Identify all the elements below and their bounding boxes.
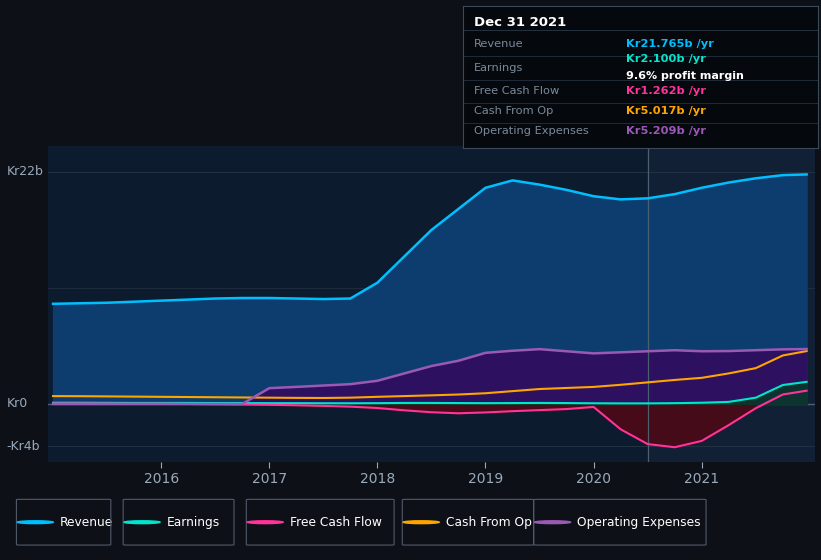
Text: Kr22b: Kr22b <box>7 165 44 179</box>
Text: Cash From Op: Cash From Op <box>446 516 532 529</box>
Text: Kr0: Kr0 <box>7 398 28 410</box>
Text: Revenue: Revenue <box>60 516 113 529</box>
Text: Earnings: Earnings <box>474 63 523 73</box>
Circle shape <box>17 521 53 524</box>
Circle shape <box>247 521 283 524</box>
Text: Free Cash Flow: Free Cash Flow <box>290 516 382 529</box>
Circle shape <box>403 521 439 524</box>
Text: Kr2.100b /yr: Kr2.100b /yr <box>626 54 706 64</box>
Text: Revenue: Revenue <box>474 39 523 49</box>
Text: Kr21.765b /yr: Kr21.765b /yr <box>626 39 714 49</box>
Text: Free Cash Flow: Free Cash Flow <box>474 86 559 96</box>
Bar <box>648 146 815 462</box>
Text: Kr5.017b /yr: Kr5.017b /yr <box>626 106 706 116</box>
Text: Kr1.262b /yr: Kr1.262b /yr <box>626 86 706 96</box>
Circle shape <box>124 521 160 524</box>
Text: Dec 31 2021: Dec 31 2021 <box>474 16 566 29</box>
Circle shape <box>534 521 571 524</box>
Text: Kr5.209b /yr: Kr5.209b /yr <box>626 126 706 136</box>
Text: Operating Expenses: Operating Expenses <box>577 516 701 529</box>
Text: -Kr4b: -Kr4b <box>7 440 40 452</box>
Text: Operating Expenses: Operating Expenses <box>474 126 589 136</box>
Text: 9.6% profit margin: 9.6% profit margin <box>626 71 744 81</box>
Text: Cash From Op: Cash From Op <box>474 106 553 116</box>
Text: Earnings: Earnings <box>167 516 220 529</box>
